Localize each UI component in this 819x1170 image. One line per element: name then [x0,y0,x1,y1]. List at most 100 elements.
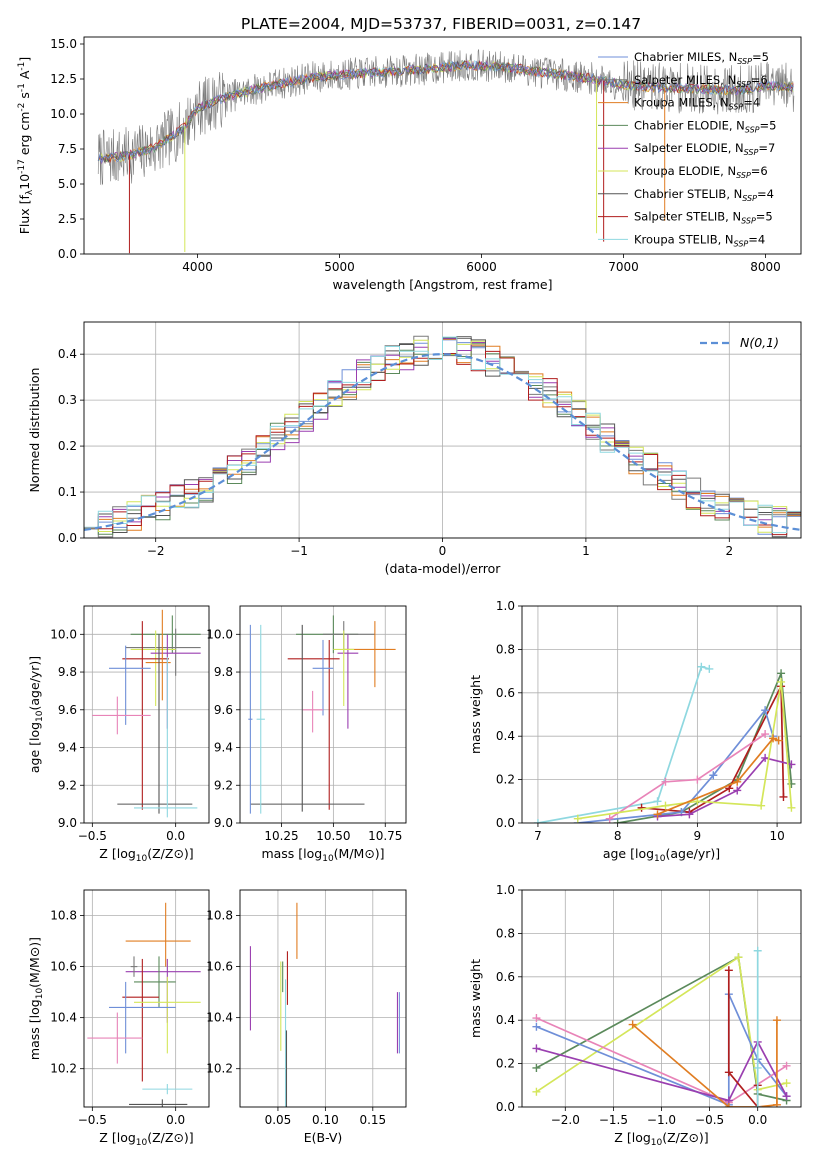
x-tick-label: −1.5 [599,1113,628,1127]
y-tick-label: 0.3 [58,393,77,407]
weight-marker [753,946,762,955]
x-tick-label: 0.05 [265,1113,292,1127]
legend-label: Salpeter MILES, NSSP=6 [634,73,768,89]
x-tick-label: −0.5 [78,1113,107,1127]
x-tick-label: 0.15 [359,1113,386,1127]
y-tick-label: 0.6 [496,686,515,700]
y-tick-label: 9.0 [58,816,77,830]
axes-frame [83,605,210,824]
weight-marker [628,1020,637,1029]
weight-marker [782,1079,791,1088]
normal-curve [84,353,801,531]
weight-marker [705,664,714,673]
weight-marker [661,777,670,786]
y-tick-label: 9.8 [58,665,77,679]
y-tick-label: 10.0 [50,107,77,121]
y-tick-label: 9.4 [58,741,77,755]
model-spectrum [97,60,794,165]
x-tick-label: 0.0 [748,1113,767,1127]
y-tick-label: 1.0 [496,883,515,897]
plot-area [522,606,801,823]
plot-area [84,606,209,823]
error-bar-point [248,624,253,814]
y-tick-label: 9.2 [58,778,77,792]
x-axis-label: mass [log10(M/M⊙)] [261,846,384,864]
y-tick-label: 10.0 [50,627,77,641]
weight-series-line [657,737,779,816]
y-tick-label: 0.4 [496,1013,515,1027]
y-tick-label: 9.2 [214,778,233,792]
weight-marker [724,1068,733,1077]
error-bar-point [302,690,323,733]
y-tick-label: 9.0 [214,816,233,830]
axes-frame [239,889,407,1108]
weight-marker [532,1063,541,1072]
weight-marker [661,801,670,810]
error-bar-point [134,956,176,1008]
legend-label: Chabrier ELODIE, NSSP=5 [634,118,776,134]
y-tick-label: 0.8 [496,642,515,656]
error-bar-point [92,696,151,735]
axes-frame [83,36,802,255]
weight-marker [693,775,702,784]
weight-marker [777,669,786,678]
plot-area [97,49,795,254]
axes-frame [521,889,802,1108]
error-bar-point [122,958,159,1082]
weight-marker [637,803,646,812]
error-bar-point [125,628,201,676]
x-axis-label: E(B-V) [304,1130,343,1145]
weight-series-line [536,1040,788,1102]
y-tick-label: 10.8 [206,909,233,923]
weight-marker [532,1014,541,1023]
error-bar-point [323,621,375,654]
weight-series-line [632,1020,778,1107]
y-tick-label: 0.4 [496,729,515,743]
y-tick-label: 0.0 [496,1100,515,1114]
error-bar-point [130,956,138,977]
y-tick-label: 0.2 [496,773,515,787]
legend-label: Kroupa ELODIE, NSSP=6 [634,164,768,180]
x-tick-label: 0 [439,544,447,558]
weight-marker [724,1103,733,1107]
error-bar-point [134,976,201,1054]
error-bar-point [134,656,198,818]
weight-marker [733,786,742,795]
x-tick-label: −0.5 [78,829,107,843]
model-spectrum [98,59,794,164]
y-tick-label: 0.0 [58,531,77,545]
weight-marker [779,792,788,801]
weight-marker [787,760,796,769]
age-vs-metallicity-panel: −0.5 0.0 9.0 9.2 9.4 9.6 9.8 10.0 Z [log10(Z/Z⊙)… [27,605,210,864]
weight-marker [533,819,542,823]
x-tick-label: −1 [290,544,308,558]
error-bar-point [287,639,340,810]
y-tick-label: 2.5 [58,212,77,226]
y-tick-label: 10.8 [50,909,77,923]
y-tick-label: 0.1 [58,485,77,499]
x-axis-label: (data-model)/error [385,561,502,576]
y-tick-label: 1.0 [496,599,515,613]
y-tick-label: 0.0 [58,247,77,261]
residual-histogram-panel: −2 −1 0 1 2 0.0 0.1 0.2 0.3 0.4 (data-model)/error… [27,321,802,576]
weight-marker [605,814,614,823]
error-bar-point [129,1099,188,1107]
x-tick-label: 2 [725,544,733,558]
weight-marker [774,736,783,745]
y-tick-label: 5.0 [58,177,77,191]
error-bar-point [125,902,191,967]
weight-marker [532,1044,541,1053]
y-tick-label: 0.6 [496,970,515,984]
x-axis-label: Z [log10(Z/Z⊙)] [99,1130,193,1148]
error-bar-point [109,645,151,725]
x-tick-label: 8000 [750,260,781,274]
y-tick-label: 9.6 [214,703,233,717]
y-tick-label: 9.4 [214,741,233,755]
mass-weight-vs-metallicity-panel: −2.0 −1.5 −1.0 −0.5 0.0 0.0 0.2 0.4 0.6 0.8 1.0 Z [… [468,883,802,1148]
weight-marker [777,677,786,686]
y-tick-label: 12.5 [50,72,77,86]
weight-series-line [535,955,787,1093]
x-axis-label: Z [log10(Z/Z⊙)] [99,846,193,864]
x-tick-label: 8 [614,829,622,843]
plot-area [240,890,406,1107]
